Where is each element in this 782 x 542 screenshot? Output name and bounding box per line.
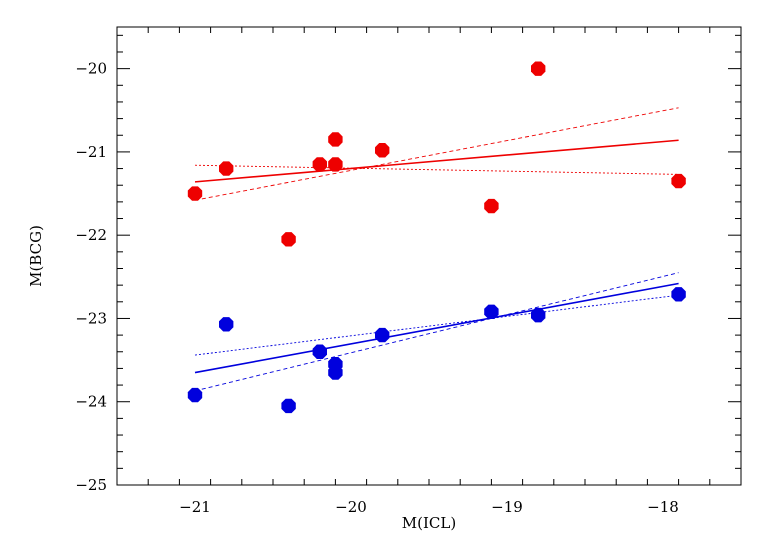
red-fit-line bbox=[194, 139, 679, 183]
y-tick-label: −21 bbox=[75, 143, 107, 161]
x-tick-label: −20 bbox=[335, 498, 367, 516]
y-tick-label: −25 bbox=[75, 476, 107, 494]
axis-ticks bbox=[117, 27, 741, 485]
blue-data-point bbox=[312, 344, 327, 359]
blue-data-point bbox=[281, 398, 296, 414]
blue-fit-line bbox=[194, 282, 679, 374]
red-fit-bound bbox=[194, 164, 679, 175]
red-data-point bbox=[328, 132, 343, 147]
blue-data-point bbox=[531, 307, 546, 323]
blue-fit-bound bbox=[194, 294, 679, 356]
y-axis-label: M(BCG) bbox=[27, 225, 45, 287]
plot-frame bbox=[116, 26, 742, 486]
tick-labels: −21 −20 −19 −18 −25 −24 −23 −22 −21 −20 bbox=[75, 60, 678, 516]
red-data-point bbox=[328, 157, 343, 172]
y-tick-label: −20 bbox=[75, 60, 107, 78]
y-tick-label: −24 bbox=[75, 393, 107, 411]
x-tick-label: −18 bbox=[647, 498, 679, 516]
x-tick-label: −21 bbox=[179, 498, 211, 516]
red-data-point bbox=[312, 157, 327, 172]
red-data-point bbox=[484, 198, 499, 214]
red-fit-bound bbox=[194, 107, 679, 201]
blue-data-point bbox=[375, 327, 390, 343]
blue-data-point bbox=[187, 387, 203, 403]
fit-lines bbox=[194, 107, 679, 392]
red-data-point bbox=[219, 161, 234, 176]
red-data-point bbox=[671, 173, 686, 189]
data-points bbox=[187, 61, 686, 414]
x-axis-label: M(ICL) bbox=[402, 514, 456, 532]
y-tick-label: −22 bbox=[75, 226, 107, 244]
blue-data-point bbox=[219, 317, 234, 332]
blue-data-point bbox=[328, 365, 343, 380]
red-data-point bbox=[531, 61, 546, 76]
y-tick-label: −23 bbox=[75, 309, 107, 327]
red-data-point bbox=[187, 186, 203, 201]
red-data-point bbox=[281, 232, 296, 247]
blue-fit-bound bbox=[194, 272, 679, 392]
blue-data-point bbox=[671, 287, 686, 302]
blue-data-point bbox=[484, 304, 499, 319]
red-data-point bbox=[375, 143, 390, 158]
x-tick-label: −19 bbox=[491, 498, 523, 516]
